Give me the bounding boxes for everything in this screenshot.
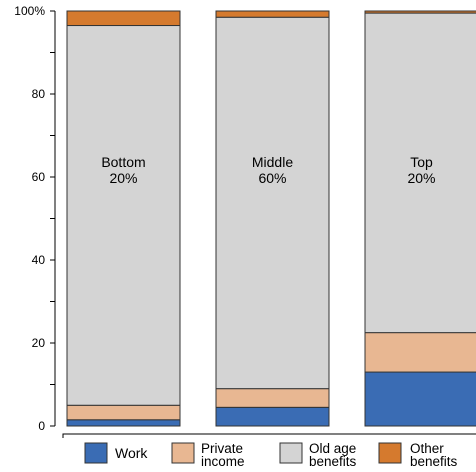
bars [66,10,476,427]
y-axis: 0 20 40 60 80 100% [14,4,476,438]
legend-label-line: Old age [309,441,356,456]
legend-swatch [279,442,303,464]
y-tick-label: 60 [32,170,46,184]
bar-label-line1: Middle [252,154,293,170]
bar-segment-other-benefits-middle-60 [215,10,330,18]
bar-label-line1: Bottom [101,154,145,170]
y-tick-label: 100% [14,4,45,18]
bar-segment-private-income-top-20 [364,332,476,373]
bar-segment-old-age-benefits-top-20 [364,12,476,334]
bar-segment-other-benefits-bottom-20 [66,10,181,27]
bar-label-line2: 20% [109,170,137,186]
bar-label-line2: 20% [407,170,435,186]
legend-label-line: Private [201,441,243,456]
bar-stack-middle-60 [215,10,330,427]
bar-label-line2: 60% [258,170,286,186]
legend-swatch [84,442,108,464]
legend-swatch [171,442,195,464]
bar-segment-old-age-benefits-middle-60 [215,16,330,390]
bar-segment-work-top-20 [364,371,476,427]
bar-segment-other-benefits-top-20 [364,10,476,14]
bar-segment-work-bottom-20 [66,419,181,427]
y-tick-label: 20 [32,336,46,350]
legend-label-line: benefits [410,454,458,469]
bar-segment-work-middle-60 [215,406,330,427]
y-tick-label: 0 [38,419,45,433]
y-tick-label: 40 [32,253,46,267]
legend-swatch [378,442,402,464]
legend-label-line: income [201,454,245,469]
bar-segment-private-income-middle-60 [215,388,330,408]
bar-label-line1: Top [410,154,433,170]
bar-segment-old-age-benefits-bottom-20 [66,25,181,406]
y-tick-label: 80 [32,87,46,101]
legend-item-work: Work [84,442,148,464]
bar-stack-bottom-20 [66,10,181,427]
legend-label: Work [115,445,148,461]
legend-label-line: benefits [309,454,357,469]
x-axis-line [62,433,476,438]
bar-segment-private-income-bottom-20 [66,404,181,421]
legend-label-line: Other [410,441,444,456]
bar-stack-top-20 [364,10,476,427]
